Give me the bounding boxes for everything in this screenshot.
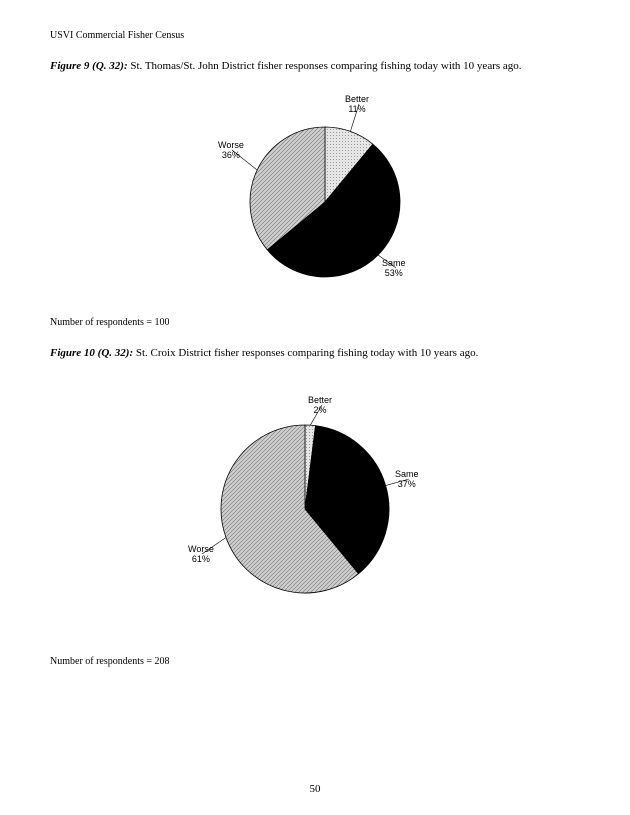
pie-label-better: Better11% [345,94,369,115]
pie-label-better: Better2% [308,395,332,416]
page-number: 50 [0,783,630,795]
figure9-label: Figure 9 (Q. 32): [50,60,128,72]
pie-label-same: Same53% [382,258,406,279]
pie-label-worse: Worse36% [218,140,244,161]
figure10-caption: Figure 10 (Q. 32): St. Croix District fi… [50,346,580,361]
figure10-pie-chart: Better2% Same37% Worse61% [50,389,580,634]
figure10-caption-text: St. Croix District fisher responses comp… [133,347,478,359]
figure10-respondents: Number of respondents = 208 [50,656,580,667]
figure9-respondents: Number of respondents = 100 [50,317,580,328]
figure10-label: Figure 10 (Q. 32): [50,347,133,359]
pie-label-worse: Worse61% [188,544,214,565]
figure9-caption: Figure 9 (Q. 32): St. Thomas/St. John Di… [50,59,580,74]
pie-label-same: Same37% [395,469,419,490]
page: USVI Commercial Fisher Census Figure 9 (… [0,0,630,667]
figure9-pie-chart: Better11% Same53% Worse36% [50,92,580,307]
running-header: USVI Commercial Fisher Census [50,30,580,41]
figure9-caption-text: St. Thomas/St. John District fisher resp… [128,60,522,72]
